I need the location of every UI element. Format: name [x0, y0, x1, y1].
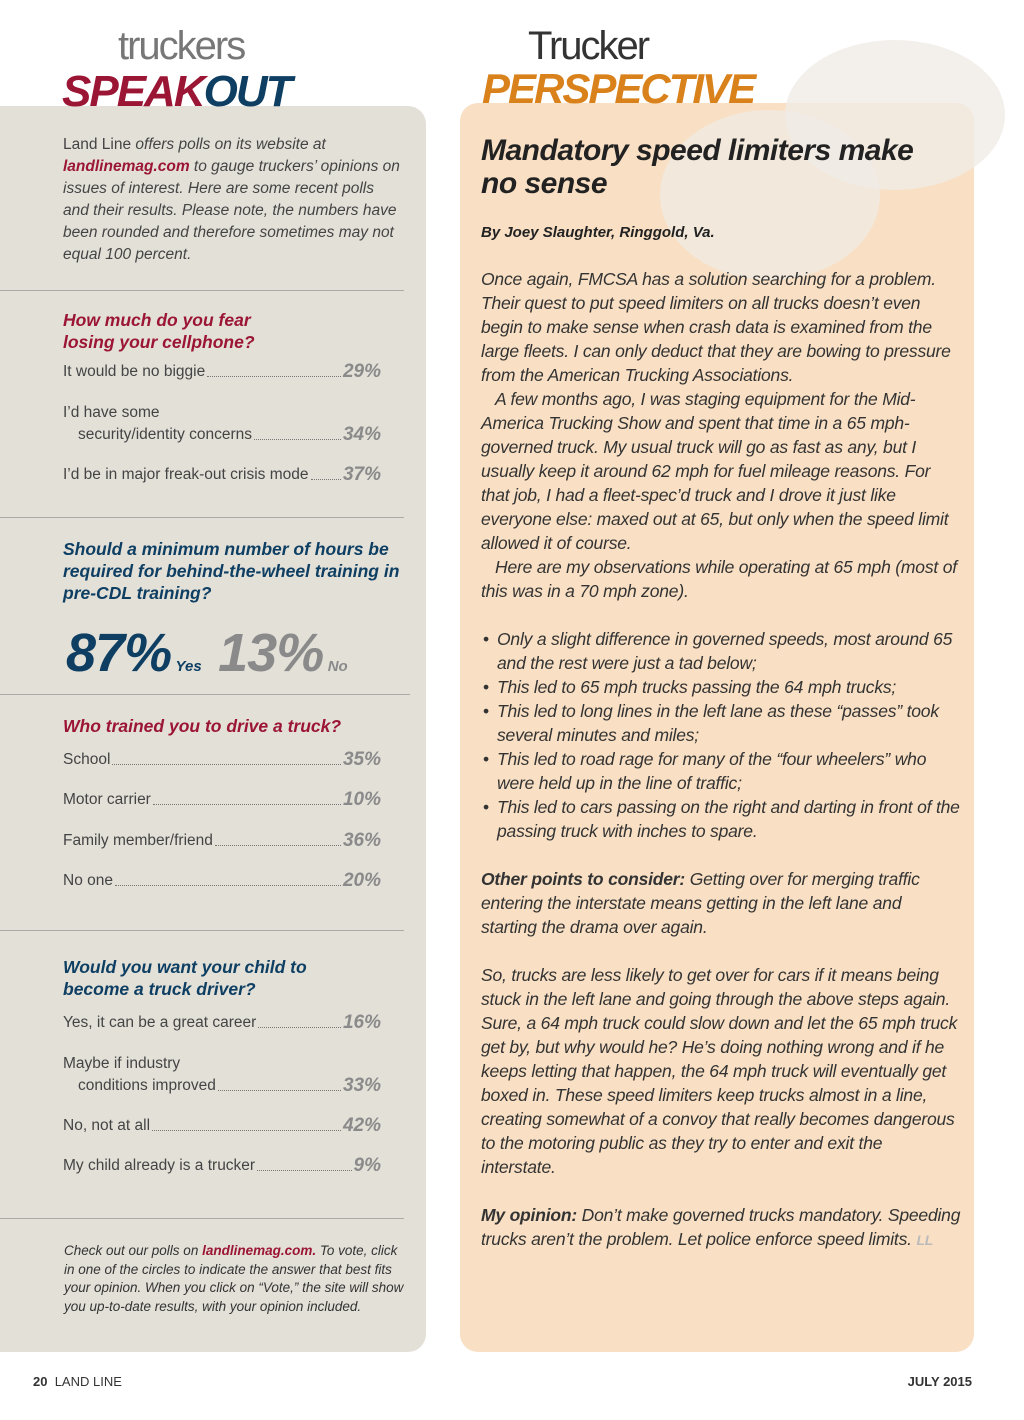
speakout-logo: SPEAKOUT [62, 67, 292, 116]
end-mark-logo: LL [916, 1232, 934, 1248]
landlinemag-link[interactable]: landlinemag.com. [202, 1243, 317, 1258]
poll-answer: Motor carrier 10% [63, 789, 381, 810]
page-footer-left: 20 LAND LINE [33, 1374, 122, 1389]
divider [0, 694, 410, 695]
divider [0, 290, 404, 291]
poll-answer: No one 20% [63, 870, 381, 891]
perspective-logo: PERSPECTIVE [482, 65, 756, 112]
list-item: Only a slight difference in governed spe… [481, 627, 961, 675]
poll-answer: No, not at all 42% [63, 1115, 381, 1136]
headline: Mandatory speed limiters make no sense [481, 134, 914, 200]
landlinemag-link[interactable]: landlinemag.com [63, 158, 190, 175]
poll-answer: It would be no biggie 29% [63, 361, 381, 382]
speech-bubble-icon [660, 110, 880, 280]
poll-answer: Family member/friend 36% [63, 830, 381, 851]
paragraph: Here are my observations while operating… [481, 557, 957, 601]
speakout-logo-small: truckers [118, 24, 246, 68]
poll4-question: Would you want your child to become a tr… [63, 957, 307, 999]
perspective-logo-small: Trucker [528, 24, 650, 68]
yes-label: Yes [175, 658, 202, 675]
poll-answer: School 35% [63, 749, 381, 770]
divider [0, 1218, 404, 1219]
divider [0, 517, 404, 518]
list-item: This led to cars passing on the right an… [481, 795, 961, 843]
divider [0, 930, 404, 931]
paragraph: My opinion: Don’t make governed trucks m… [481, 1205, 961, 1249]
poll-answer: conditions improved 33% [78, 1075, 381, 1096]
list-item: This led to road rage for many of the “f… [481, 747, 961, 795]
intro-text: Land Line offers polls on its website at… [63, 136, 400, 263]
poll2-question: Should a minimum number of hours be requ… [63, 539, 400, 603]
poll3-question: Who trained you to drive a truck? [63, 716, 342, 736]
paragraph: A few months ago, I was staging equipmen… [481, 389, 949, 553]
list-item: This led to 65 mph trucks passing the 64… [481, 675, 961, 699]
article-body: Once again, FMCSA has a solution searchi… [481, 267, 961, 1252]
poll-answer-line1: I’d have some [63, 404, 160, 421]
paragraph: So, trucks are less likely to get over f… [481, 965, 958, 1177]
paragraph: Once again, FMCSA has a solution searchi… [481, 269, 951, 385]
poll2-results: 87% Yes 13% No [66, 622, 348, 684]
speakout-panel [0, 106, 426, 1352]
observations-list: Only a slight difference in governed spe… [481, 627, 961, 843]
no-label: No [327, 658, 348, 675]
poll-answer: I’d be in major freak-out crisis mode 37% [63, 464, 381, 485]
outro-text: Check out our polls on landlinemag.com. … [64, 1243, 404, 1314]
no-pct: 13% [218, 623, 324, 683]
paragraph: Other points to consider: Getting over f… [481, 869, 920, 937]
poll-answer: security/identity concerns 34% [78, 424, 381, 445]
poll-answer: Yes, it can be a great career 16% [63, 1012, 381, 1033]
poll-answer-line1: Maybe if industry [63, 1055, 181, 1072]
yes-pct: 87% [66, 623, 172, 683]
list-item: This led to long lines in the left lane … [481, 699, 961, 747]
issue-date: JULY 2015 [907, 1374, 972, 1389]
poll-answer: My child already is a trucker 9% [63, 1155, 381, 1176]
poll1-question: How much do you fear losing your cellpho… [63, 310, 255, 352]
byline: By Joey Slaughter, Ringgold, Va. [481, 224, 715, 241]
